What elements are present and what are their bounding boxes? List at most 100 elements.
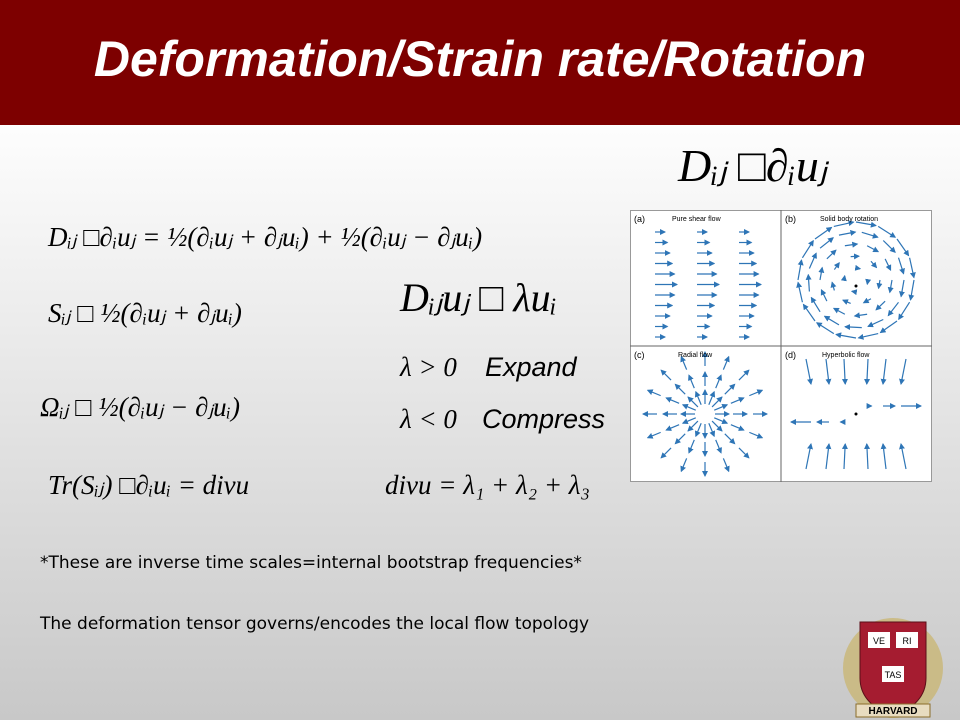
note: The deformation tensor governs/encodes t…	[40, 614, 590, 634]
arrow	[694, 423, 702, 438]
arrow	[815, 322, 835, 335]
arrow	[841, 358, 848, 385]
header-bar	[0, 0, 960, 125]
arrow	[714, 403, 729, 411]
panel-tag: (c)	[634, 350, 645, 360]
arrow	[819, 237, 834, 249]
arrow	[826, 249, 837, 260]
arrow	[797, 259, 804, 281]
arrow	[866, 245, 880, 253]
arrow	[687, 420, 699, 432]
panel-label: Pure shear flow	[672, 216, 722, 223]
arrow	[660, 369, 672, 381]
arrow	[681, 403, 696, 411]
arrow	[665, 397, 680, 404]
arrow	[818, 266, 825, 281]
arrow	[850, 289, 858, 296]
arrow	[680, 458, 688, 473]
arrow	[714, 417, 729, 425]
book	[882, 666, 904, 682]
arrow	[840, 274, 847, 282]
arrow	[805, 443, 813, 470]
arrow	[844, 241, 859, 248]
arrow	[820, 288, 828, 302]
arrow	[694, 390, 702, 405]
logo-text: TAS	[885, 670, 902, 680]
equation: λ > 0	[400, 352, 457, 382]
arrow	[830, 281, 837, 291]
equation: divu = λ₁ + λ₂ + λ₃	[385, 470, 590, 500]
book	[896, 632, 918, 648]
flow-figure: (a) Pure shear flow (b) Solid body rotat…	[630, 210, 932, 482]
arrow	[857, 332, 879, 340]
note: *These are inverse time scales=internal …	[40, 553, 582, 573]
arrow	[908, 257, 916, 279]
equation: Tr(Sᵢⱼ) □∂ᵢuᵢ = divu	[48, 470, 250, 500]
arrow	[908, 279, 915, 301]
arrow	[825, 443, 832, 470]
arrow	[680, 355, 688, 370]
arrow	[876, 279, 883, 290]
panel-label: Hyperbolic flow	[822, 352, 870, 359]
equation: Dᵢⱼ □∂ᵢuⱼ = ½(∂ᵢuⱼ + ∂ⱼuᵢ) + ½(∂ᵢuⱼ − ∂ⱼ…	[48, 222, 483, 252]
arrow	[749, 389, 764, 397]
arrow	[665, 424, 680, 431]
arrow	[814, 226, 833, 240]
arrow	[805, 273, 812, 292]
book	[868, 632, 890, 648]
arrow	[896, 238, 910, 257]
center-dot	[854, 284, 858, 288]
arrow	[899, 443, 907, 470]
arrow	[842, 299, 851, 305]
logo-text: HARVARD	[868, 706, 917, 717]
arrow	[887, 279, 894, 294]
arrow	[853, 312, 868, 319]
arrow	[724, 383, 736, 395]
arrow	[880, 443, 887, 470]
equation: Compress	[482, 404, 606, 434]
arrow	[738, 447, 750, 459]
arrow	[898, 301, 911, 321]
arrow	[823, 315, 840, 326]
arrow	[867, 318, 884, 328]
panel-label: Radial flow	[678, 352, 713, 359]
arrow	[674, 433, 686, 445]
arrow	[722, 355, 730, 370]
arrow	[708, 390, 716, 405]
arrow	[877, 225, 897, 238]
arrow	[864, 358, 871, 385]
equation: Expand	[485, 352, 577, 382]
arrow	[838, 229, 857, 236]
arrow	[884, 258, 892, 272]
arrow	[899, 358, 907, 385]
arrow	[887, 301, 899, 317]
arrow	[805, 358, 813, 385]
arrow	[730, 424, 745, 431]
banner	[855, 703, 931, 718]
arrow	[808, 252, 817, 269]
panel-label: Solid body rotation	[820, 216, 878, 223]
arrow	[897, 257, 905, 275]
arrow	[855, 221, 877, 228]
arrow	[802, 303, 816, 322]
arrow	[708, 423, 716, 438]
panel-tag: (d)	[785, 350, 796, 360]
logo-text: RI	[903, 636, 912, 646]
arrow	[660, 447, 672, 459]
arrow	[879, 320, 898, 334]
arrow	[833, 220, 855, 228]
arrow	[711, 396, 723, 408]
arrow	[844, 324, 862, 331]
arrow	[796, 281, 804, 303]
arrow	[715, 374, 722, 389]
arrow	[825, 358, 832, 385]
equation: Dᵢⱼ □∂ᵢuⱼ	[678, 140, 827, 191]
arrow	[749, 431, 764, 439]
arrow	[832, 307, 846, 315]
arrow	[841, 443, 848, 470]
arrow	[865, 278, 872, 286]
arrow	[724, 433, 736, 445]
arrow	[862, 297, 872, 304]
logo: VE RI TAS HARVARD	[843, 618, 943, 718]
